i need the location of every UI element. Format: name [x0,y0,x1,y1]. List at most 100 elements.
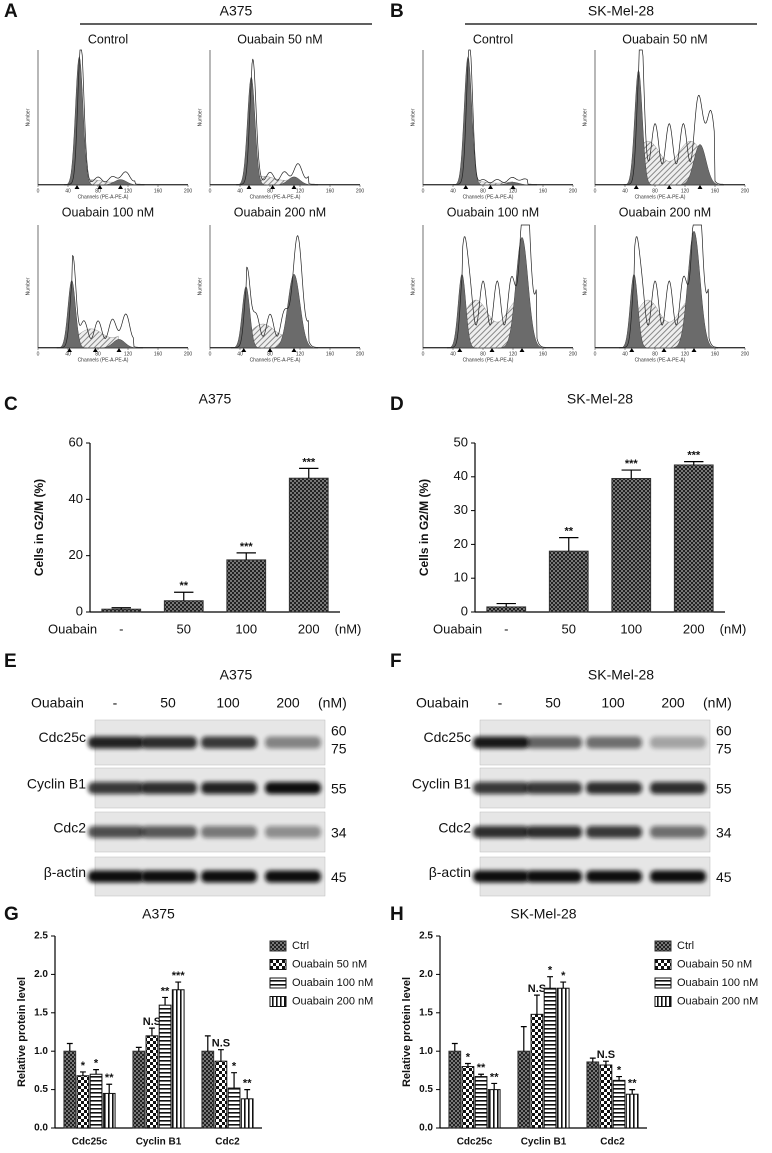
histogram-outline [210,235,360,348]
legend-swatch [654,959,672,970]
bar [101,608,142,613]
phase-peak [269,273,319,349]
chart-title: SK-Mel-28 [510,906,576,922]
y-tick-label: 2.0 [419,969,433,980]
s-phase [638,140,701,186]
bar [448,1050,462,1129]
y-tick-label: 50 [454,434,468,449]
y-tick-label: 2.0 [34,969,48,980]
x-label: Channels (PE-A-PE-A) [463,194,514,200]
legend-label: Ctrl [677,940,694,952]
tick-label: 200 [569,188,578,194]
bar [530,1013,544,1129]
significance: * [561,970,566,982]
kda-label: 34 [331,825,347,841]
bar [543,987,557,1129]
band [650,826,706,838]
tick-label: 200 [741,188,750,194]
gate-marker [116,348,122,352]
tick-label: 0 [422,351,425,357]
bar [288,477,329,613]
gate-marker [691,348,697,352]
error-bar [299,467,319,479]
band [650,782,706,794]
gate-marker [118,185,123,189]
x-tick-label: Cdc25c [72,1137,108,1148]
kda-label: 34 [716,825,732,841]
error-bar [602,1060,609,1066]
gate-marker [489,348,495,352]
x-label: Channels (PE-A-PE-A) [78,357,129,363]
x-tick-label: 100 [235,621,257,636]
histogram-title: Control [88,32,128,46]
histogram-title: Ouabain 100 nM [447,205,539,219]
protein-label: Cdc25c [424,729,471,745]
kda-label: 60 [716,723,732,739]
treatment: Ouabain [31,695,84,711]
tick-label: 40 [450,188,456,194]
panel-label: D [390,394,404,415]
histogram-outline [423,49,573,185]
tick-label: 80 [95,188,101,194]
bar [63,1050,77,1129]
panel-label: F [390,651,402,672]
chart-title: A375 [199,391,232,407]
protein-label: Cyclin B1 [27,776,86,792]
histogram-outline [595,224,745,348]
protein-label: β-actin [429,864,471,880]
histogram-outline [38,49,188,185]
phase-peak [452,55,484,186]
bar [171,989,185,1129]
flow-title: A375 [220,3,253,19]
y-label: Number [25,277,31,295]
kda-label: 55 [331,781,347,797]
error-bar [244,1089,251,1099]
gate-marker [270,185,276,189]
significance: ** [179,580,188,592]
tick-label: 0 [209,188,212,194]
x-label: Channels (PE-A-PE-A) [463,357,514,363]
tick-label: 0 [594,351,597,357]
band [473,736,529,749]
error-bar [236,552,256,560]
significance: *** [625,458,639,470]
bar [517,1050,531,1129]
significance: N.S [212,1038,230,1050]
bar [89,1073,103,1129]
significance: ** [105,1072,114,1084]
bar [76,1075,90,1129]
x-prefix: Ouabain [48,621,97,636]
significance: N.S [528,983,546,995]
significance: *** [302,456,316,468]
legend-swatch [269,959,287,970]
significance: *** [172,970,186,982]
band [201,826,257,838]
legend-swatch [269,940,287,952]
band [265,870,321,883]
y-label: Number [582,277,588,295]
x-tick-label: 200 [298,621,320,636]
y-tick-label: 2.5 [419,931,433,942]
error-bar [533,994,540,1015]
phase-peak [236,76,267,186]
band [265,782,321,794]
y-tick-label: 0.5 [419,1084,433,1095]
lane-label: - [498,695,503,711]
bar [227,1087,241,1129]
tick-label: 120 [296,351,305,357]
gate-marker [666,185,672,189]
bar [226,559,267,613]
histogram-outline [595,49,745,185]
legend-swatch [654,977,672,989]
significance: ** [490,1071,499,1083]
x-prefix: Ouabain [433,621,482,636]
y-tick-label: 20 [454,536,468,551]
histogram-outline [38,254,188,348]
significance: N.S [143,1016,161,1028]
error-bar [621,469,641,479]
tick-label: 120 [509,188,518,194]
x-tick-label: - [119,621,123,636]
x-tick-label: 50 [177,621,191,636]
significance: N.S [597,1049,615,1061]
y-label: Number [197,277,203,295]
